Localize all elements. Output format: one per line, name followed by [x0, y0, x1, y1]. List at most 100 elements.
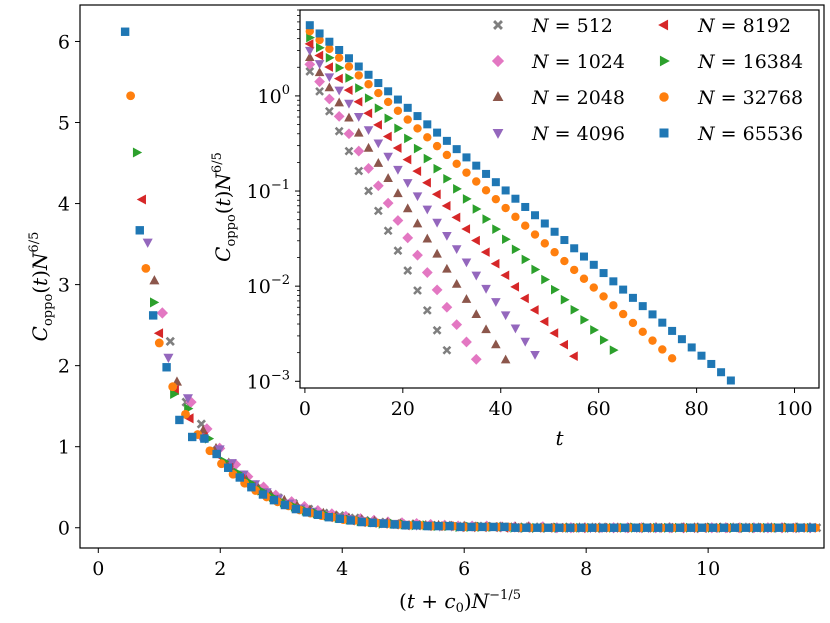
- inset-data-point: [470, 353, 482, 365]
- inset-data-point: [323, 93, 335, 105]
- inset-data-point: [491, 194, 501, 204]
- main-data-point: [205, 446, 215, 456]
- inset-data-point: [422, 205, 433, 215]
- inset-data-point: [531, 211, 540, 220]
- inset-data-point: [648, 310, 657, 319]
- inset-data-point: [579, 274, 589, 283]
- main-data-point: [423, 521, 432, 531]
- inset-data-point: [344, 112, 354, 122]
- inset-data-point: [325, 52, 335, 63]
- inset-data-point: [482, 214, 492, 224]
- inset-data-point: [539, 316, 549, 327]
- main-data-point: [686, 523, 696, 532]
- inset-data-point: [306, 32, 315, 43]
- main-data-point: [610, 523, 619, 532]
- inset-data-point: [353, 96, 363, 107]
- inset-data-point: [334, 97, 344, 107]
- main-data-point: [141, 263, 151, 273]
- inset-data-point: [461, 336, 472, 348]
- main-y-tick-label: 5: [58, 113, 70, 135]
- inset-data-point: [422, 233, 433, 243]
- legend-label: N = 65536: [697, 123, 803, 145]
- inset-series: [304, 39, 578, 362]
- inset-data-point: [648, 336, 657, 345]
- main-data-point: [588, 523, 597, 532]
- inset-data-point: [393, 95, 402, 104]
- main-data-point: [697, 523, 707, 532]
- inset-plot-frame: [299, 9, 820, 389]
- inset-data-point: [353, 145, 365, 157]
- inset-data-point: [550, 248, 559, 257]
- main-data-point: [136, 194, 146, 205]
- inset-data-point: [472, 204, 482, 214]
- inset-data-point: [481, 186, 491, 195]
- inset-data-point: [471, 309, 482, 319]
- main-data-point: [774, 523, 784, 532]
- inset-data-point: [333, 110, 345, 122]
- inset-series: [305, 21, 735, 385]
- inset-data-point: [658, 345, 667, 354]
- main-x-tick-label: 2: [214, 558, 226, 580]
- inset-data-point: [471, 271, 482, 281]
- inset-data-point: [667, 354, 677, 363]
- inset-data-point: [461, 258, 472, 268]
- legend-item: N = 4096: [492, 123, 625, 145]
- inset-data-point: [392, 215, 404, 226]
- inset-series: [304, 46, 540, 360]
- main-data-point: [235, 473, 244, 482]
- main-data-point: [566, 523, 575, 532]
- main-data-point: [533, 523, 542, 532]
- inset-data-point: [569, 265, 579, 275]
- main-data-point: [135, 226, 144, 235]
- inset-series: [304, 58, 482, 365]
- main-data-point: [120, 27, 130, 36]
- inset-data-point: [442, 150, 452, 160]
- inset-data-point: [373, 206, 383, 216]
- inset-data-point: [325, 37, 334, 46]
- inset-data-point: [531, 264, 541, 275]
- main-data-point: [741, 523, 751, 532]
- inset-data-point: [541, 274, 551, 285]
- inset-data-point: [344, 99, 354, 109]
- inset-data-point: [549, 328, 559, 338]
- inset-data-point: [364, 70, 373, 79]
- inset-data-point: [628, 293, 637, 302]
- inset-data-point: [355, 83, 364, 93]
- inset-data-point: [472, 177, 481, 186]
- main-data-point: [346, 516, 355, 525]
- inset-x-tick-label: 80: [685, 398, 709, 420]
- inset-data-point: [726, 376, 735, 385]
- inset-data-point: [413, 112, 422, 121]
- inset-data-point: [373, 120, 382, 130]
- inset-data-point: [550, 227, 559, 236]
- main-data-point: [664, 523, 674, 532]
- inset-data-point: [451, 212, 461, 223]
- inset-data-point: [609, 345, 619, 355]
- main-data-point: [620, 523, 630, 532]
- inset-data-point: [413, 286, 422, 295]
- inset-data-point: [413, 143, 423, 154]
- inset-data-point: [433, 163, 443, 174]
- inset-data-point: [315, 42, 325, 53]
- inset-data-point: [471, 235, 480, 246]
- legend-label: N = 2048: [531, 87, 625, 109]
- main-data-point: [163, 353, 174, 364]
- legend-item: N = 2048: [492, 87, 625, 109]
- inset-data-point: [423, 153, 433, 164]
- main-data-point: [379, 519, 388, 528]
- inset-data-point: [481, 324, 491, 334]
- main-data-point: [445, 521, 454, 531]
- inset-data-point: [580, 315, 590, 325]
- inset-data-point: [305, 67, 315, 76]
- inset-data-point: [491, 339, 501, 349]
- main-data-point: [229, 458, 242, 471]
- main-x-tick-label: 6: [458, 558, 470, 580]
- legend-marker: [658, 19, 669, 31]
- inset-data-point: [383, 152, 393, 162]
- main-y-tick-label: 0: [58, 518, 70, 540]
- main-data-point: [631, 523, 641, 532]
- inset-data-point: [423, 133, 432, 142]
- main-data-point: [280, 500, 290, 510]
- inset-data-point: [510, 324, 521, 334]
- inset-data-point: [570, 305, 580, 315]
